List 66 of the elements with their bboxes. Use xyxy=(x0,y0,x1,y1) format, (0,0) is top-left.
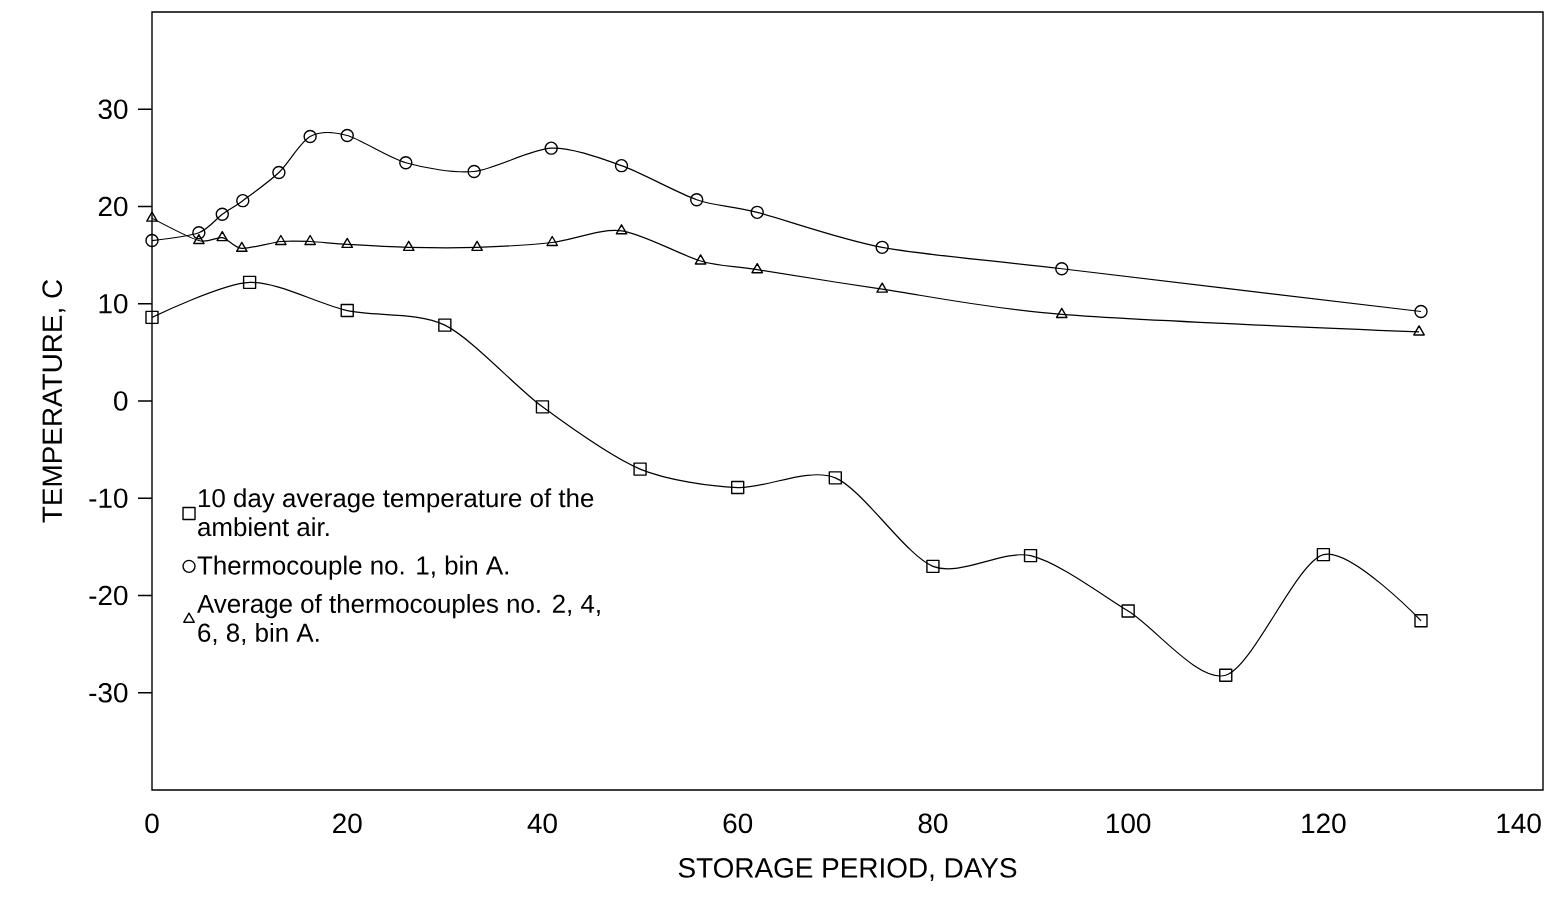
y-tick-label: 0 xyxy=(114,391,128,411)
x-axis-title: STORAGE PERIOD, DAYS xyxy=(678,858,1017,882)
point xyxy=(272,165,286,180)
x-tick-label: 100 xyxy=(1107,813,1151,834)
point xyxy=(876,282,889,293)
point xyxy=(438,318,452,332)
y-axis-title: TEMPERATURE, C xyxy=(42,279,66,523)
point xyxy=(341,237,354,249)
point xyxy=(192,233,205,245)
point xyxy=(340,303,354,318)
point xyxy=(146,211,158,222)
x-tick-label: 0 xyxy=(145,813,159,834)
point xyxy=(216,230,229,242)
point xyxy=(875,240,889,255)
point xyxy=(471,240,483,252)
point xyxy=(633,462,647,476)
x-tick-label: 140 xyxy=(1497,813,1541,834)
x-tick-label: 60 xyxy=(723,813,753,834)
x-tick-label: 80 xyxy=(918,813,948,834)
point xyxy=(1414,614,1428,628)
point xyxy=(274,234,287,246)
x-tick-label: 40 xyxy=(527,813,557,834)
point xyxy=(614,158,629,173)
point xyxy=(1055,262,1069,276)
point xyxy=(236,193,250,208)
point xyxy=(242,275,257,290)
point xyxy=(546,235,559,247)
point xyxy=(535,400,550,414)
point xyxy=(750,205,764,220)
point xyxy=(304,234,317,246)
y-tick-label: -10 xyxy=(89,488,128,509)
point xyxy=(192,226,206,240)
y-tick-label: 10 xyxy=(99,293,128,314)
point xyxy=(145,233,159,248)
legend-label: Thermocouple no. 1, bin A. xyxy=(197,555,508,580)
point xyxy=(145,310,159,325)
y-tick-label: -30 xyxy=(89,682,128,703)
point xyxy=(1414,304,1428,319)
point xyxy=(1413,325,1425,336)
y-tick-label: 30 xyxy=(98,99,128,120)
point xyxy=(402,240,415,252)
point xyxy=(926,559,940,574)
point xyxy=(1023,548,1038,563)
point xyxy=(1055,307,1068,319)
point xyxy=(615,224,628,235)
point xyxy=(689,192,704,207)
point xyxy=(828,471,842,485)
point xyxy=(730,480,745,495)
point xyxy=(215,207,229,221)
point xyxy=(303,129,317,144)
point xyxy=(1121,604,1135,618)
point xyxy=(1219,668,1233,682)
legend-label: 10 day average temperature of the ambient air. xyxy=(198,488,594,537)
point xyxy=(1316,547,1331,562)
point xyxy=(751,263,764,274)
y-tick-label: 20 xyxy=(98,196,128,217)
point xyxy=(235,241,248,253)
x-tick-label: 120 xyxy=(1302,813,1346,834)
point xyxy=(467,164,481,179)
y-tick-label: -20 xyxy=(89,585,128,606)
point xyxy=(544,141,558,155)
x-tick-label: 20 xyxy=(333,813,362,834)
point xyxy=(399,156,413,170)
legend-label: Average of thermocouples no. 2, 4, 6, 8, bin A. xyxy=(197,594,600,645)
point xyxy=(340,128,354,143)
point xyxy=(694,254,707,265)
